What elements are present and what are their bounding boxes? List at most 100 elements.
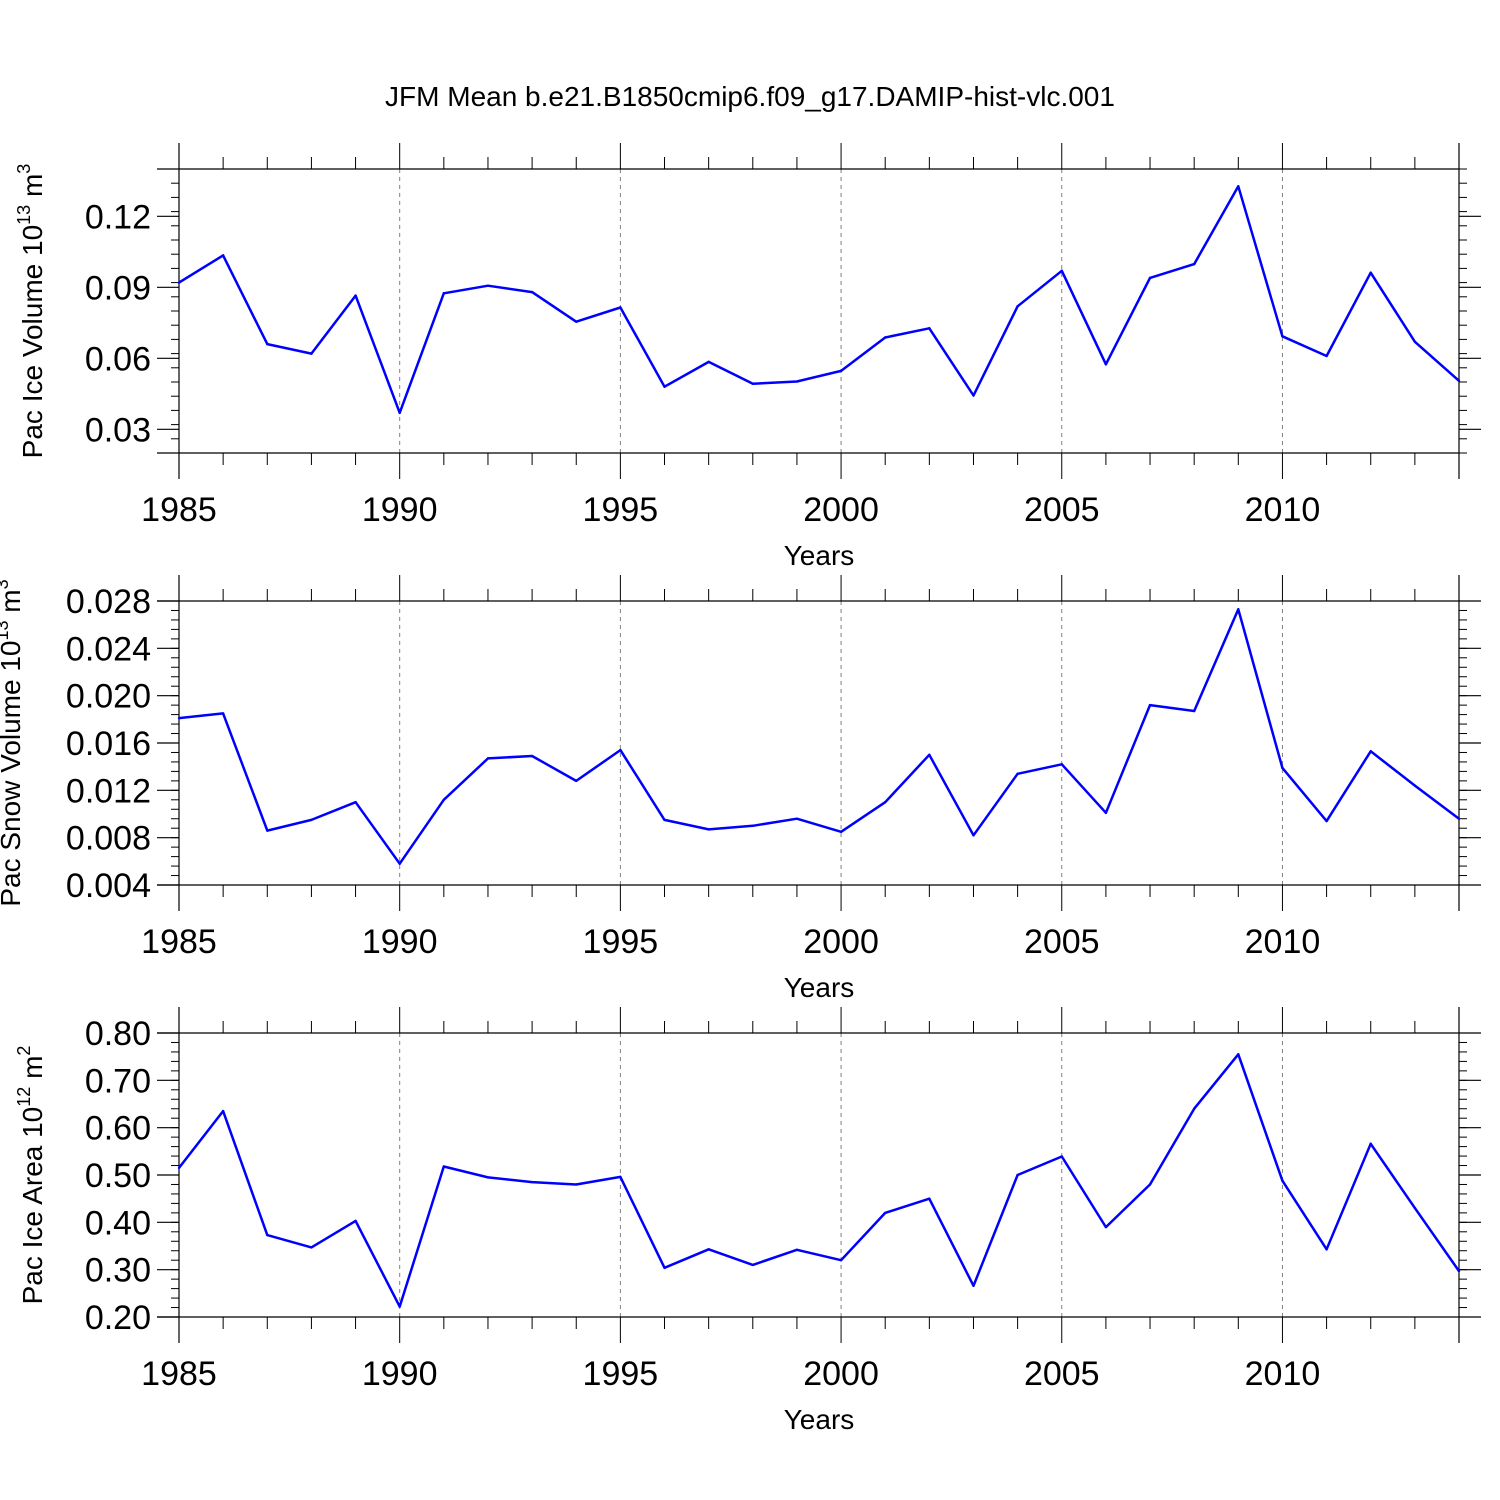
y-tick-label: 0.60 — [85, 1110, 151, 1148]
y-tick-label: 0.70 — [85, 1062, 151, 1100]
data-point-2012 — [1369, 750, 1372, 753]
data-point-1991 — [442, 292, 446, 295]
panel-ice-area: 0.20 0.30 0.40 0.50 0.60 0.70 0.80 1985 1990 1995… — [14, 1007, 1481, 1435]
data-point-2012 — [1369, 1142, 1372, 1145]
data-point-2007 — [1148, 703, 1152, 707]
x-tick-label: 2010 — [1245, 923, 1321, 961]
x-tick-label: 2005 — [1024, 1355, 1100, 1393]
data-point-2007 — [1148, 1183, 1152, 1186]
data-point-1991 — [442, 798, 446, 801]
data-point-2002 — [928, 753, 931, 757]
x-tick-label: 1985 — [141, 491, 217, 529]
data-point-1990 — [398, 411, 401, 414]
y-tick-label: 0.12 — [85, 198, 151, 236]
x-tick-label: 1990 — [362, 1355, 438, 1393]
y-tick-label: 0.50 — [85, 1157, 151, 1195]
data-point-1998 — [751, 382, 754, 385]
x-tick-label: 2000 — [803, 923, 879, 961]
data-point-2011 — [1325, 354, 1328, 358]
data-point-2013 — [1413, 1206, 1417, 1210]
y-axis-label: Pac Ice Area 1012 m2 — [14, 1046, 48, 1305]
x-tick-label: 2005 — [1024, 923, 1100, 961]
data-point-1985 — [177, 281, 181, 284]
data-point-2003 — [972, 834, 975, 837]
data-point-1992 — [486, 1176, 490, 1179]
data-point-1990 — [398, 1305, 401, 1308]
data-point-1996 — [663, 385, 666, 388]
y-tick-label: 0.004 — [66, 867, 151, 905]
data-point-2009 — [1237, 608, 1240, 611]
data-point-1986 — [221, 254, 225, 257]
y-tick-label: 0.012 — [66, 772, 151, 810]
x-tick-label: 2010 — [1245, 491, 1321, 529]
data-point-2000 — [839, 1259, 843, 1262]
data-point-2005 — [1060, 269, 1063, 272]
data-point-2004 — [1016, 772, 1019, 775]
panel-snow-volume: 0.004 0.008 0.012 0.016 0.020 0.024 0.028 1985 1… — [0, 575, 1481, 1003]
data-point-1996 — [663, 818, 666, 822]
data-point-1985 — [177, 716, 181, 720]
data-point-2014 — [1457, 1269, 1461, 1273]
data-point-1988 — [310, 1246, 313, 1249]
data-point-1993 — [530, 1180, 534, 1184]
data-point-1993 — [530, 754, 534, 758]
data-point-2010 — [1281, 1179, 1284, 1182]
series-line — [178, 185, 1460, 415]
data-point-1988 — [310, 818, 313, 822]
data-point-2002 — [928, 327, 931, 330]
data-point-1987 — [266, 1233, 269, 1237]
data-point-1985 — [177, 1166, 181, 1170]
data-point-1992 — [486, 284, 490, 287]
data-point-2008 — [1192, 1107, 1196, 1110]
y-tick-label: 0.028 — [66, 583, 151, 621]
data-point-1994 — [575, 1183, 578, 1186]
data-point-2009 — [1237, 185, 1240, 188]
data-point-1991 — [442, 1165, 446, 1168]
x-tick-label: 1995 — [583, 923, 659, 961]
data-point-2001 — [884, 800, 887, 804]
data-point-1999 — [795, 380, 799, 383]
data-point-2004 — [1016, 305, 1019, 308]
x-tick-label: 1995 — [583, 1355, 659, 1393]
data-point-2008 — [1192, 709, 1196, 713]
series-line — [178, 608, 1460, 865]
data-point-1989 — [354, 800, 357, 804]
data-point-2007 — [1148, 276, 1152, 280]
y-tick-label: 0.30 — [85, 1252, 151, 1290]
y-tick-label: 0.03 — [85, 411, 151, 449]
x-tick-label: 2005 — [1024, 491, 1100, 529]
y-tick-label: 0.40 — [85, 1204, 151, 1242]
data-point-2000 — [839, 369, 843, 373]
x-tick-label: 1985 — [141, 1355, 217, 1393]
x-axis-label: Years — [784, 540, 855, 571]
data-point-2005 — [1060, 763, 1063, 766]
data-point-2010 — [1281, 335, 1284, 338]
data-point-1987 — [266, 829, 269, 832]
y-tick-label: 0.024 — [66, 630, 151, 668]
x-axis-label: Years — [784, 1404, 855, 1435]
x-axis-label: Years — [784, 972, 855, 1003]
y-tick-label: 0.008 — [66, 820, 151, 858]
y-tick-label: 0.06 — [85, 340, 151, 378]
data-point-2009 — [1237, 1053, 1240, 1056]
data-point-1994 — [575, 320, 578, 323]
data-point-2003 — [972, 1284, 975, 1287]
data-point-1989 — [354, 1219, 357, 1223]
data-point-1986 — [221, 1109, 225, 1113]
data-point-1999 — [795, 1248, 799, 1251]
data-point-2008 — [1192, 262, 1196, 266]
data-point-2006 — [1104, 1225, 1108, 1229]
data-point-2005 — [1060, 1155, 1063, 1158]
data-point-1998 — [751, 1263, 754, 1267]
data-point-2011 — [1325, 819, 1328, 823]
y-tick-label: 0.80 — [85, 1015, 151, 1053]
data-point-1993 — [530, 290, 534, 294]
data-point-2001 — [884, 336, 887, 339]
data-point-1997 — [707, 1248, 710, 1251]
data-point-2013 — [1413, 340, 1417, 343]
data-point-2013 — [1413, 784, 1417, 787]
data-point-1995 — [619, 1175, 622, 1179]
x-tick-label: 1985 — [141, 923, 217, 961]
data-point-2002 — [928, 1197, 931, 1200]
